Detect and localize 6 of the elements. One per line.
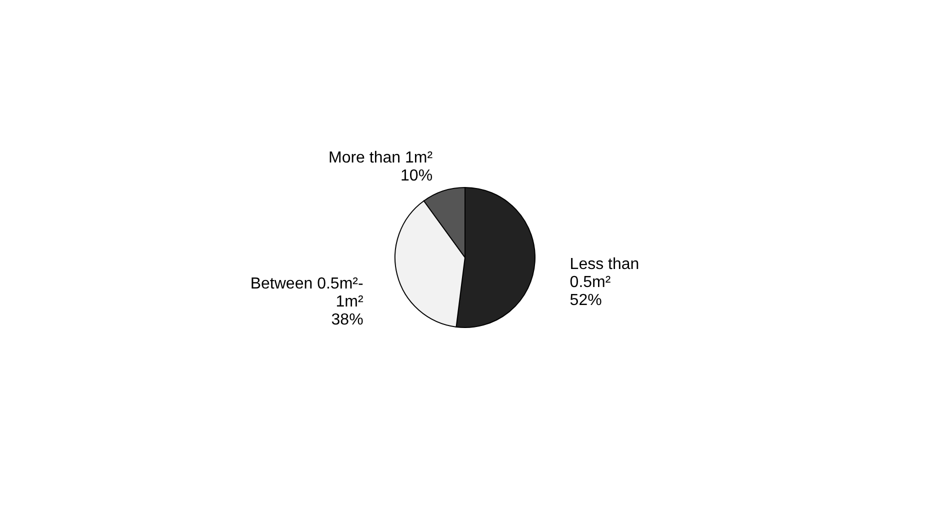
slice-label: More than 1m² [328,150,434,167]
slice-label: Between 0.5m²-1m² [250,276,364,311]
slice-label: Less than 0.5m² [570,256,640,292]
data-label: 10% [400,168,433,185]
data-label: 52% [570,292,602,310]
data-label: 38% [331,312,364,329]
